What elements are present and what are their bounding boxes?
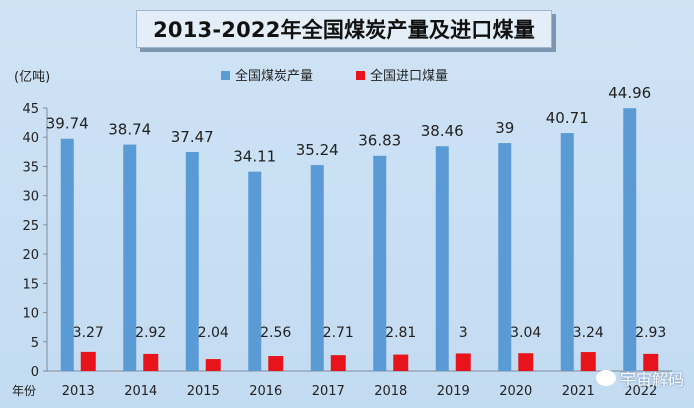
legend-swatch-2	[356, 71, 365, 80]
import-data-label: 2.93	[635, 325, 666, 341]
production-data-label: 36.83	[358, 132, 401, 150]
production-bar	[123, 144, 137, 371]
y-axis-label: (亿吨)	[14, 70, 50, 85]
import-bar	[455, 353, 471, 371]
y-tick-label: 35	[22, 160, 39, 175]
chart-title-box: 2013-2022年全国煤炭产量及进口煤量	[136, 10, 552, 48]
import-data-label: 2.81	[385, 325, 416, 341]
legend-label-1: 全国煤炭产量	[235, 68, 313, 84]
chart-title: 2013-2022年全国煤炭产量及进口煤量	[153, 18, 535, 42]
import-bar	[143, 353, 159, 371]
production-bar	[623, 108, 637, 372]
y-tick-label: 0	[31, 365, 39, 380]
production-data-label: 44.96	[608, 84, 651, 102]
y-tick-label: 40	[22, 131, 39, 146]
y-tick-label: 10	[22, 307, 39, 322]
y-tick-label: 45	[22, 102, 39, 117]
production-data-label: 37.47	[171, 128, 214, 146]
x-tick-label: 2018	[374, 384, 407, 399]
x-tick-label: 2019	[437, 384, 470, 399]
import-data-label: 3	[459, 325, 468, 341]
production-bar	[373, 155, 387, 371]
y-tick-label: 15	[22, 277, 39, 292]
production-data-label: 34.11	[233, 148, 276, 166]
import-data-label: 2.56	[260, 325, 291, 341]
x-tick-label: 2022	[624, 384, 657, 399]
x-tick-label: 2017	[312, 384, 345, 399]
production-data-label: 38.74	[108, 121, 151, 139]
production-data-label: 38.46	[421, 122, 464, 140]
y-tick-label: 20	[22, 248, 39, 263]
production-data-label: 39	[495, 119, 514, 137]
watermark: 宇宙解码	[595, 366, 684, 390]
production-data-label: 40.71	[546, 109, 589, 127]
watermark-text: 宇宙解码	[619, 370, 684, 389]
production-bar	[498, 143, 512, 371]
wechat-icon	[595, 370, 616, 386]
import-data-label: 3.24	[573, 325, 604, 341]
import-bar	[330, 355, 346, 371]
production-bar	[560, 133, 574, 371]
production-data-label: 35.24	[296, 141, 339, 159]
x-axis-label: 年份	[12, 384, 36, 398]
y-tick-label: 25	[22, 219, 39, 234]
import-bar	[80, 351, 96, 371]
production-bar	[60, 138, 74, 371]
production-bar	[185, 152, 199, 371]
import-bar	[580, 352, 596, 371]
import-bar	[205, 359, 221, 371]
production-bar	[248, 171, 262, 371]
import-data-label: 3.27	[73, 325, 104, 341]
production-data-label: 39.74	[46, 115, 89, 133]
import-data-label: 2.04	[198, 325, 229, 341]
import-bar	[518, 353, 534, 371]
import-bar	[268, 356, 284, 371]
x-tick-label: 2014	[124, 384, 157, 399]
import-bar	[643, 353, 659, 371]
import-data-label: 2.71	[323, 325, 354, 341]
legend-swatch-1	[221, 71, 230, 80]
legend-label-2: 全国进口煤量	[370, 68, 448, 84]
import-bar	[393, 354, 409, 371]
production-bar	[435, 146, 449, 371]
x-tick-label: 2020	[499, 384, 532, 399]
x-tick-label: 2015	[187, 384, 220, 399]
import-data-label: 3.04	[510, 325, 541, 341]
production-bar	[310, 165, 324, 371]
y-tick-label: 5	[31, 336, 39, 351]
x-tick-label: 2016	[249, 384, 282, 399]
import-data-label: 2.92	[135, 325, 166, 341]
x-tick-label: 2013	[62, 384, 95, 399]
y-tick-label: 30	[22, 190, 39, 205]
x-tick-label: 2021	[562, 384, 595, 399]
